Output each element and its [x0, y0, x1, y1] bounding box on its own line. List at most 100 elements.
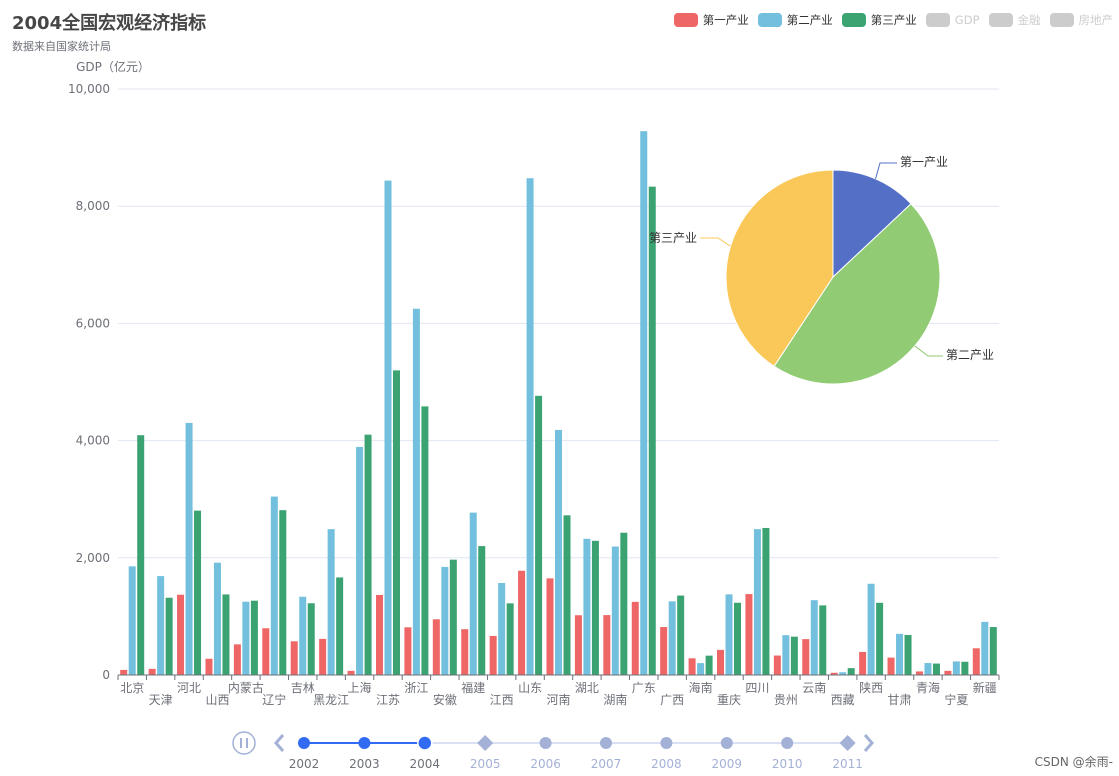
timeline-label[interactable]: 2006: [530, 757, 561, 771]
timeline-point[interactable]: [539, 737, 552, 749]
bar-1[interactable]: [859, 651, 867, 675]
bar-3[interactable]: [620, 532, 628, 675]
bar-2[interactable]: [526, 178, 534, 675]
bar-1[interactable]: [830, 672, 838, 675]
timeline-point-current[interactable]: [417, 735, 433, 751]
bar-2[interactable]: [356, 446, 364, 675]
bar-1[interactable]: [603, 615, 611, 675]
timeline-point[interactable]: [720, 737, 733, 749]
bar-2[interactable]: [611, 546, 619, 675]
bar-1[interactable]: [489, 635, 497, 675]
bar-3[interactable]: [364, 434, 372, 675]
legend-item[interactable]: 房地产: [1049, 12, 1113, 28]
legend-item[interactable]: 第一产业: [673, 12, 749, 28]
bar-1[interactable]: [233, 644, 241, 675]
bar-3[interactable]: [563, 515, 571, 675]
bar-1[interactable]: [290, 641, 298, 675]
bar-3[interactable]: [847, 668, 855, 675]
timeline-label[interactable]: 2010: [772, 757, 803, 771]
bar-3[interactable]: [336, 577, 344, 675]
bar-3[interactable]: [279, 510, 287, 675]
bar-2[interactable]: [498, 582, 506, 675]
bar-2[interactable]: [924, 663, 932, 675]
bar-2[interactable]: [782, 635, 790, 675]
bar-2[interactable]: [441, 566, 449, 675]
bar-3[interactable]: [876, 602, 884, 675]
bar-1[interactable]: [148, 668, 156, 675]
bar-3[interactable]: [137, 435, 145, 675]
next-arrow-icon[interactable]: [863, 734, 874, 752]
pie-slice[interactable]: [725, 169, 834, 367]
bar-2[interactable]: [157, 576, 165, 675]
bar-3[interactable]: [307, 603, 315, 675]
timeline-label[interactable]: 2009: [712, 757, 743, 771]
bar-1[interactable]: [262, 628, 270, 675]
legend-item[interactable]: GDP: [925, 12, 980, 28]
bar-3[interactable]: [677, 595, 685, 675]
bar-1[interactable]: [404, 627, 412, 675]
bar-2[interactable]: [981, 621, 989, 675]
bar-1[interactable]: [120, 669, 128, 675]
bar-3[interactable]: [591, 540, 599, 675]
timeline-label[interactable]: 2007: [591, 757, 622, 771]
bar-3[interactable]: [392, 370, 400, 675]
bar-2[interactable]: [753, 529, 761, 675]
bar-2[interactable]: [810, 600, 818, 675]
bar-2[interactable]: [327, 529, 335, 675]
bar-3[interactable]: [819, 605, 827, 675]
bar-2[interactable]: [640, 131, 648, 675]
bar-3[interactable]: [648, 186, 656, 675]
bar-1[interactable]: [375, 594, 383, 675]
bar-2[interactable]: [555, 429, 562, 675]
bar-2[interactable]: [384, 180, 392, 675]
timeline-point[interactable]: [839, 735, 856, 751]
bar-1[interactable]: [546, 578, 554, 675]
bar-2[interactable]: [896, 633, 904, 675]
bar-3[interactable]: [222, 594, 230, 675]
bar-3[interactable]: [961, 661, 969, 675]
bar-3[interactable]: [449, 559, 457, 675]
bar-2[interactable]: [839, 672, 847, 675]
bar-3[interactable]: [762, 527, 770, 675]
bar-1[interactable]: [177, 594, 185, 675]
bar-1[interactable]: [518, 570, 526, 675]
legend-item[interactable]: 第三产业: [841, 12, 917, 28]
bar-3[interactable]: [904, 634, 912, 675]
timeline-point[interactable]: [358, 737, 371, 749]
bar-3[interactable]: [478, 546, 486, 675]
bar-2[interactable]: [270, 496, 278, 675]
timeline-label[interactable]: 2004: [410, 757, 441, 771]
bar-2[interactable]: [668, 601, 676, 675]
bar-1[interactable]: [688, 658, 696, 675]
bar-2[interactable]: [213, 562, 221, 675]
bar-3[interactable]: [165, 597, 173, 675]
timeline-play-button[interactable]: [232, 731, 256, 755]
timeline-point[interactable]: [660, 737, 673, 749]
bar-2[interactable]: [242, 601, 250, 675]
bar-3[interactable]: [506, 603, 514, 675]
bar-1[interactable]: [574, 615, 582, 675]
bar-1[interactable]: [802, 639, 810, 675]
bar-3[interactable]: [790, 636, 798, 675]
timeline-label[interactable]: 2005: [470, 757, 501, 771]
timeline-point[interactable]: [600, 737, 612, 749]
bar-1[interactable]: [717, 649, 725, 675]
timeline-point[interactable]: [781, 737, 794, 749]
bar-1[interactable]: [915, 671, 923, 675]
legend-item[interactable]: 金融: [988, 12, 1041, 28]
bar-2[interactable]: [867, 583, 875, 675]
bar-2[interactable]: [697, 663, 705, 675]
bar-2[interactable]: [412, 308, 420, 675]
legend-item[interactable]: 第二产业: [757, 12, 833, 28]
bar-1[interactable]: [347, 670, 355, 675]
bar-1[interactable]: [944, 670, 952, 675]
bar-3[interactable]: [989, 627, 997, 675]
bar-1[interactable]: [660, 627, 668, 675]
bar-3[interactable]: [421, 406, 429, 675]
bar-2[interactable]: [185, 422, 193, 675]
bar-2[interactable]: [128, 566, 136, 675]
prev-arrow-icon[interactable]: [274, 734, 285, 752]
bar-1[interactable]: [205, 658, 213, 675]
timeline-label[interactable]: 2002: [289, 757, 320, 771]
pie-slice[interactable]: [832, 169, 912, 279]
